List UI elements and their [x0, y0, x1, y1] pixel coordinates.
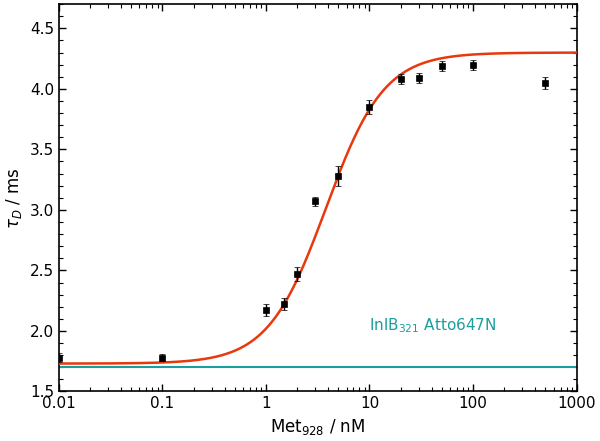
Text: InlB$_{321}$ Atto647N: InlB$_{321}$ Atto647N [370, 316, 497, 335]
X-axis label: Met$_{928}$ / nM: Met$_{928}$ / nM [270, 417, 365, 437]
Y-axis label: $\tau_D$ / ms: $\tau_D$ / ms [4, 167, 24, 228]
